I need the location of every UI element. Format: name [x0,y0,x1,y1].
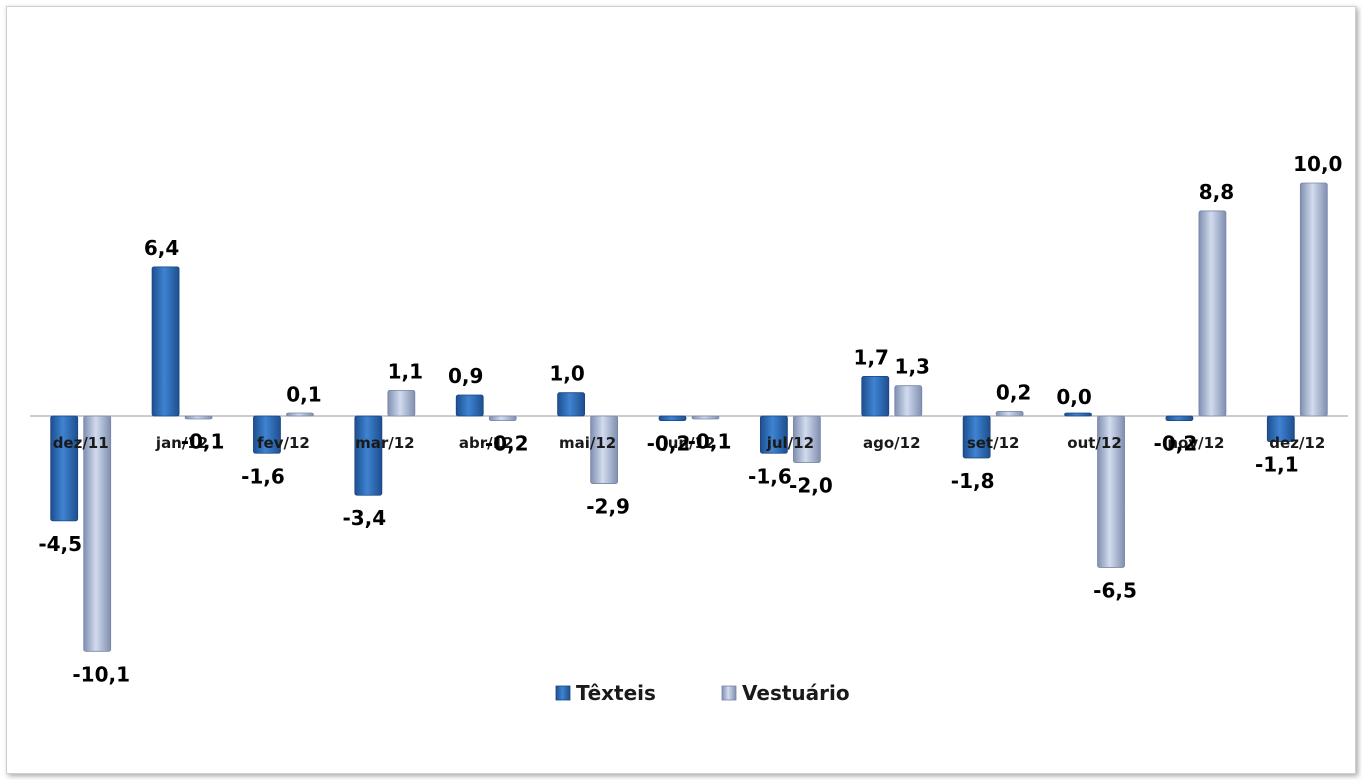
vestuario-value-label: -0,1 [181,429,225,453]
category-label: mar/12 [355,434,415,452]
texteis-value-label: 0,0 [1056,385,1091,409]
vestuario-value-label: -0,2 [485,432,529,456]
texteis-legend-swatch [555,685,571,701]
category-label: jun/12 [662,434,716,452]
category-label: jan/12 [155,434,208,452]
texteis-value-label: -0,2 [1154,432,1198,456]
texteis-bar [861,375,890,417]
vestuario-bar [83,415,112,652]
vestuario-bar [488,415,517,422]
bars-group [50,182,1328,652]
texteis-bar [1064,412,1092,417]
texteis-value-label: -1,8 [951,469,995,493]
category-label: dez/12 [1269,434,1325,452]
texteis-value-label: 1,0 [549,362,584,386]
vestuario-value-label: 8,8 [1199,180,1234,204]
category-label: jul/12 [766,434,814,452]
texteis-bar [1266,415,1295,443]
vestuario-value-label: 1,3 [895,355,930,379]
vestuario-bar [1097,415,1125,568]
texteis-bar [151,266,180,417]
texteis-bar [455,394,484,417]
texteis-legend-label: Têxteis [576,681,656,705]
texteis-value-label: -1,6 [748,464,792,488]
texteis-bar [50,415,79,522]
category-label: abr/12 [459,434,514,452]
texteis-value-label: -1,6 [241,464,285,488]
texteis-value-label: -3,4 [342,506,386,530]
vestuario-value-label: 10,0 [1293,152,1342,176]
vestuario-bar [1198,210,1227,417]
texteis-bar [1165,415,1194,422]
texteis-bar [557,392,586,417]
vestuario-legend-label: Vestuário [742,681,850,705]
vestuario-value-label: -2,0 [789,474,833,498]
vestuario-bar [995,410,1024,417]
vestuario-value-label: 0,2 [996,380,1031,404]
category-label: out/12 [1067,434,1122,452]
vestuario-value-label: 0,1 [286,383,321,407]
category-label: set/12 [967,434,1020,452]
vestuario-value-label: -2,9 [586,495,630,519]
chart-frame [6,6,1356,774]
vestuario-bar [691,415,720,420]
category-label: ago/12 [863,434,921,452]
vestuario-bar [792,415,821,463]
texteis-bar [658,415,687,422]
category-label: mai/12 [559,434,616,452]
texteis-value-label: -0,2 [647,432,691,456]
vestuario-bar [894,385,923,417]
vestuario-bar [184,415,213,420]
vestuario-value-label: -0,1 [688,429,732,453]
category-label: dez/11 [53,434,109,452]
legend: Têxteis Vestuário [555,681,850,705]
texteis-value-label: 6,4 [144,236,179,260]
texteis-value-label: -4,5 [38,532,82,556]
texteis-bar [962,415,991,459]
vestuario-value-label: -10,1 [72,662,130,686]
category-label: nov/12 [1167,434,1224,452]
value-labels: -4,5 -10,1 6,4 -0,1 -1,6 0,1 -3,4 1,1 0,9 -0,2 1,0… [38,152,1342,686]
texteis-value-label: 1,7 [854,345,889,369]
category-labels: dez/11 jan/12 fev/12 mar/12 abr/12 mai/12 jun/… [53,434,1326,452]
texteis-bar [253,415,281,454]
vestuario-bar [1299,182,1328,417]
texteis-bar [354,415,383,496]
texteis-bar [759,415,788,454]
vestuario-bar [590,415,619,484]
texteis-value-label: 0,9 [448,364,483,388]
vestuario-legend-swatch [721,685,737,701]
texteis-value-label: -1,1 [1255,453,1299,477]
vestuario-bar [387,389,416,417]
category-label: fev/12 [257,434,310,452]
vestuario-bar [286,412,314,417]
vestuario-value-label: -6,5 [1093,578,1137,602]
vestuario-value-label: 1,1 [388,359,423,383]
